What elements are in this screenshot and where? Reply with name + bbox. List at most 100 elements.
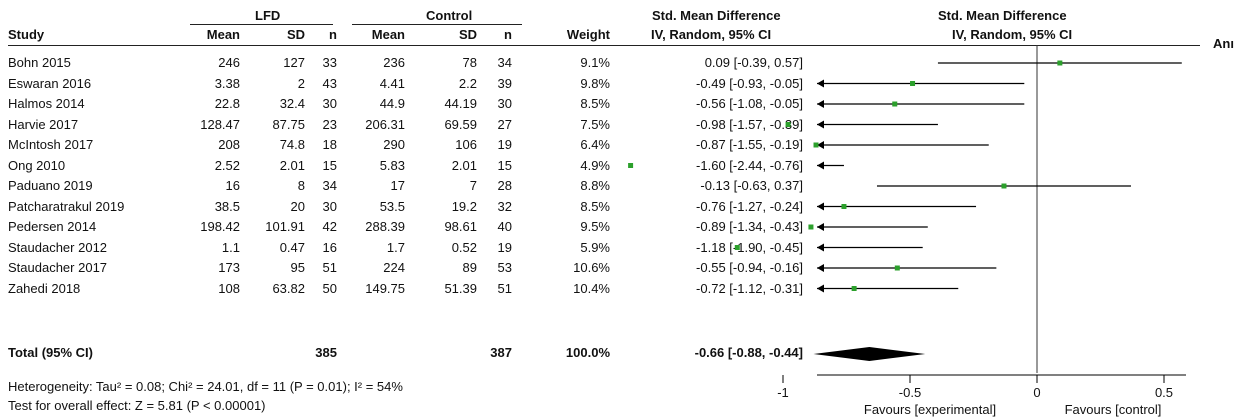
pooled-diamond bbox=[813, 347, 926, 361]
n-lfd: 33 bbox=[322, 55, 337, 70]
study-point bbox=[1001, 183, 1007, 189]
mean-lfd: 173 bbox=[218, 260, 240, 275]
smd-ci: -0.76 [-1.27, -0.24] bbox=[696, 198, 803, 214]
favours-experimental-label: Favours [experimental] bbox=[864, 402, 996, 417]
n-control: 30 bbox=[497, 96, 512, 111]
sd-control: 0.52 bbox=[451, 239, 477, 255]
smd-ci: -1.18 [-1.90, -0.45] bbox=[696, 239, 803, 255]
study-point bbox=[851, 286, 857, 291]
weight: 8.5% bbox=[580, 96, 610, 111]
n-lfd: 43 bbox=[322, 75, 337, 91]
sd-lfd: 63.82 bbox=[272, 280, 305, 296]
ci-arrow bbox=[817, 120, 824, 129]
mean-control: 290 bbox=[383, 137, 405, 152]
ci-arrow bbox=[817, 161, 824, 170]
study-name: Staudacher 2012 bbox=[8, 239, 108, 255]
n-control: 27 bbox=[497, 116, 512, 132]
smd-ci: -1.60 [-2.44, -0.76] bbox=[696, 157, 803, 173]
weight: 8.5% bbox=[580, 198, 610, 214]
n-lfd: 16 bbox=[322, 239, 337, 255]
ci-arrow bbox=[817, 243, 824, 252]
mean-lfd: 246 bbox=[218, 55, 240, 70]
smd-ci: -0.89 [-1.34, -0.43] bbox=[696, 219, 803, 234]
mean-control: 236 bbox=[383, 55, 405, 70]
sd-control: 2.2 bbox=[458, 75, 477, 91]
smd-ci: 0.09 [-0.39, 0.57] bbox=[704, 55, 803, 70]
total-label: Total (95% CI) bbox=[8, 345, 93, 360]
study-point bbox=[910, 81, 916, 86]
study-point bbox=[808, 224, 814, 230]
weight: 8.8% bbox=[580, 178, 610, 193]
weight: 9.1% bbox=[580, 55, 610, 70]
col-sd-control: SD bbox=[458, 27, 477, 42]
total-weight: 100.0% bbox=[565, 345, 610, 360]
smd-column-header: Std. Mean Difference bbox=[652, 8, 781, 23]
sd-control: 51.39 bbox=[444, 280, 477, 296]
n-control: 28 bbox=[497, 178, 512, 193]
n-control: 34 bbox=[497, 55, 512, 70]
mean-lfd: 2.52 bbox=[214, 157, 240, 173]
study-point bbox=[892, 101, 898, 107]
ci-arrow bbox=[817, 284, 824, 293]
sd-control: 44.19 bbox=[444, 96, 477, 111]
plot-header: Std. Mean Difference bbox=[938, 8, 1067, 23]
mean-lfd: 16 bbox=[225, 178, 240, 193]
x-tick-label: 0 bbox=[1033, 385, 1040, 400]
mean-control: 1.7 bbox=[386, 239, 405, 255]
weight: 10.4% bbox=[573, 280, 610, 296]
ci-arrow bbox=[817, 223, 824, 231]
col-n-lfd: n bbox=[329, 27, 337, 42]
sd-control: 106 bbox=[455, 137, 477, 152]
sd-control: 98.61 bbox=[444, 219, 477, 234]
col-mean-lfd: Mean bbox=[206, 27, 240, 42]
col-smd-ci: IV, Random, 95% CI bbox=[651, 27, 772, 42]
n-lfd: 15 bbox=[322, 157, 337, 173]
col-n-control: n bbox=[504, 27, 512, 42]
weight: 7.5% bbox=[580, 116, 610, 132]
mean-lfd: 208 bbox=[218, 137, 240, 152]
x-tick-label: 0.5 bbox=[1155, 385, 1173, 400]
mean-control: 149.75 bbox=[365, 280, 405, 296]
study-point bbox=[734, 245, 740, 250]
mean-lfd: 198.42 bbox=[200, 219, 240, 234]
n-control: 39 bbox=[497, 75, 512, 91]
mean-control: 4.41 bbox=[379, 75, 405, 91]
study-name: Zahedi 2018 bbox=[8, 280, 81, 296]
sd-control: 2.01 bbox=[451, 157, 477, 173]
sd-lfd: 101.91 bbox=[265, 219, 305, 234]
sd-lfd: 2 bbox=[297, 75, 305, 91]
study-name: Harvie 2017 bbox=[8, 116, 79, 132]
col-study: Study bbox=[8, 27, 45, 42]
sd-control: 7 bbox=[469, 178, 477, 193]
header-rule bbox=[8, 45, 1200, 46]
ci-arrow bbox=[817, 264, 824, 272]
smd-ci: -0.49 [-0.93, -0.05] bbox=[696, 75, 803, 91]
sd-lfd: 32.4 bbox=[279, 96, 305, 111]
n-control: 19 bbox=[497, 239, 512, 255]
study-point bbox=[894, 265, 900, 271]
mean-control: 17 bbox=[390, 178, 405, 193]
x-tick-label: -0.5 bbox=[899, 385, 921, 400]
weight: 6.4% bbox=[580, 137, 610, 152]
smd-ci: -0.72 [-1.12, -0.31] bbox=[696, 280, 803, 296]
sd-lfd: 0.47 bbox=[279, 239, 305, 255]
sd-lfd: 20 bbox=[290, 198, 305, 214]
mean-lfd: 1.1 bbox=[221, 239, 240, 255]
sd-lfd: 8 bbox=[297, 178, 305, 193]
mean-lfd: 108 bbox=[218, 280, 240, 296]
study-name: Ong 2010 bbox=[8, 157, 66, 173]
study-name: Staudacher 2017 bbox=[8, 260, 108, 275]
smd-ci: -0.56 [-1.08, -0.05] bbox=[696, 96, 803, 111]
total-n-lfd: 385 bbox=[315, 345, 337, 360]
study-point bbox=[785, 122, 791, 127]
study-name: Bohn 2015 bbox=[8, 55, 71, 70]
study-point bbox=[1057, 60, 1063, 66]
favours-control-label: Favours [control] bbox=[1065, 402, 1162, 417]
col-weight: Weight bbox=[566, 27, 610, 42]
n-lfd: 51 bbox=[322, 260, 337, 275]
smd-ci: -0.13 [-0.63, 0.37] bbox=[700, 178, 803, 193]
n-control: 51 bbox=[497, 280, 512, 296]
n-lfd: 50 bbox=[322, 280, 337, 296]
sd-control: 19.2 bbox=[451, 198, 477, 214]
